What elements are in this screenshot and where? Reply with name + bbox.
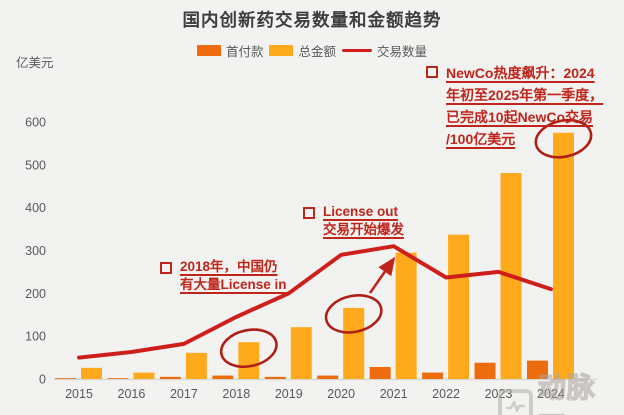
y-tick-label: 400	[25, 201, 46, 215]
annotation-license-out-line2: 交易开始爆发	[323, 222, 404, 237]
x-tick-label: 2018	[222, 387, 250, 401]
chart-legend: 首付款 总金额 交易数量	[0, 41, 624, 60]
x-tick-label: 2021	[380, 387, 408, 401]
legend-item-down-payment: 首付款	[196, 41, 264, 60]
bullet-square-icon	[160, 262, 172, 274]
annotation-arrow	[368, 256, 396, 294]
chart-title: 国内创新药交易数量和金额趋势	[182, 10, 442, 30]
annotation-newco-line1: NewCo热度飙升：2024	[446, 65, 595, 81]
bar-total-amount-2015	[81, 367, 102, 379]
bar-down-payment-2023	[474, 362, 496, 379]
bar-total-amount-2020	[343, 307, 365, 379]
bar-down-payment-2019	[264, 376, 286, 379]
y-tick-label: 0	[39, 373, 46, 387]
bar-down-payment-2024	[526, 360, 548, 379]
bar-down-payment-2016	[107, 378, 129, 379]
bar-total-amount-2024	[552, 132, 574, 379]
annotation-newco-line2: 年初至2025年第一季度，	[446, 87, 604, 103]
bar-total-amount-2021	[395, 252, 417, 379]
y-tick-label: 600	[25, 116, 46, 130]
bar-down-payment-2020	[317, 375, 339, 379]
x-tick-label: 2016	[118, 387, 146, 401]
legend-item-deal-count: 交易数量	[342, 41, 427, 60]
y-tick-label: 300	[25, 244, 46, 258]
y-tick-label: 200	[25, 287, 46, 301]
x-tick-label: 2022	[432, 387, 460, 401]
legend-label-total-amount: 总金额	[298, 45, 336, 59]
x-tick-label: 2017	[170, 387, 198, 401]
bullet-square-icon	[303, 207, 315, 219]
highlight-circle-2020	[324, 294, 383, 334]
y-tick-label: 500	[25, 158, 46, 172]
highlight-circle-2018	[219, 328, 278, 369]
bar-total-amount-2016	[133, 372, 155, 379]
bar-total-amount-2018	[238, 342, 260, 379]
annotation-license-out: License out 交易开始爆发	[303, 203, 404, 239]
x-tick-label: 2019	[275, 387, 303, 401]
annotation-newco-line3: 已完成10起NewCo交易	[446, 109, 594, 125]
x-tick-label: 2024	[537, 387, 565, 401]
x-tick-label: 2015	[65, 387, 93, 401]
legend-label-down-payment: 首付款	[225, 45, 264, 59]
annotation-newco: NewCo热度飙升：2024 年初至2025年第一季度， 已完成10起NewCo…	[426, 62, 603, 150]
down-payment-swatch-icon	[196, 45, 221, 56]
legend-label-deal-count: 交易数量	[377, 45, 428, 59]
legend-item-total-amount: 总金额	[269, 41, 336, 60]
watermark-text: 动脉网	[537, 371, 596, 415]
bullet-square-icon	[426, 66, 438, 78]
bar-down-payment-2021	[369, 367, 391, 379]
x-tick-label: 2020	[327, 387, 355, 401]
y-axis-unit-label: 亿美元	[16, 56, 54, 70]
annotation-newco-line4: /100亿美元	[446, 131, 516, 147]
bar-down-payment-2022	[422, 372, 444, 379]
bar-total-amount-2019	[290, 327, 312, 379]
annotation-license-out-line1: License out	[323, 204, 399, 219]
bar-total-amount-2017	[185, 352, 207, 379]
annotation-2018-line2: 有大量License in	[180, 277, 287, 292]
watermark-logo-icon	[498, 388, 533, 415]
highlight-circle-2024	[534, 118, 593, 159]
total-amount-swatch-icon	[269, 45, 294, 56]
bar-down-payment-2017	[159, 376, 181, 379]
deal-count-trend-line	[77, 244, 553, 360]
bar-down-payment-2018	[212, 375, 234, 379]
y-tick-label: 100	[25, 330, 46, 344]
bar-total-amount-2022	[448, 234, 470, 379]
bar-down-payment-2015	[55, 378, 76, 379]
annotation-2018-license-in: 2018年，中国仍 有大量License in	[160, 258, 287, 294]
watermark: 动脉网	[498, 366, 624, 415]
annotation-2018-line1: 2018年，中国仍	[180, 259, 278, 274]
deal-count-line-swatch-icon	[342, 48, 372, 53]
